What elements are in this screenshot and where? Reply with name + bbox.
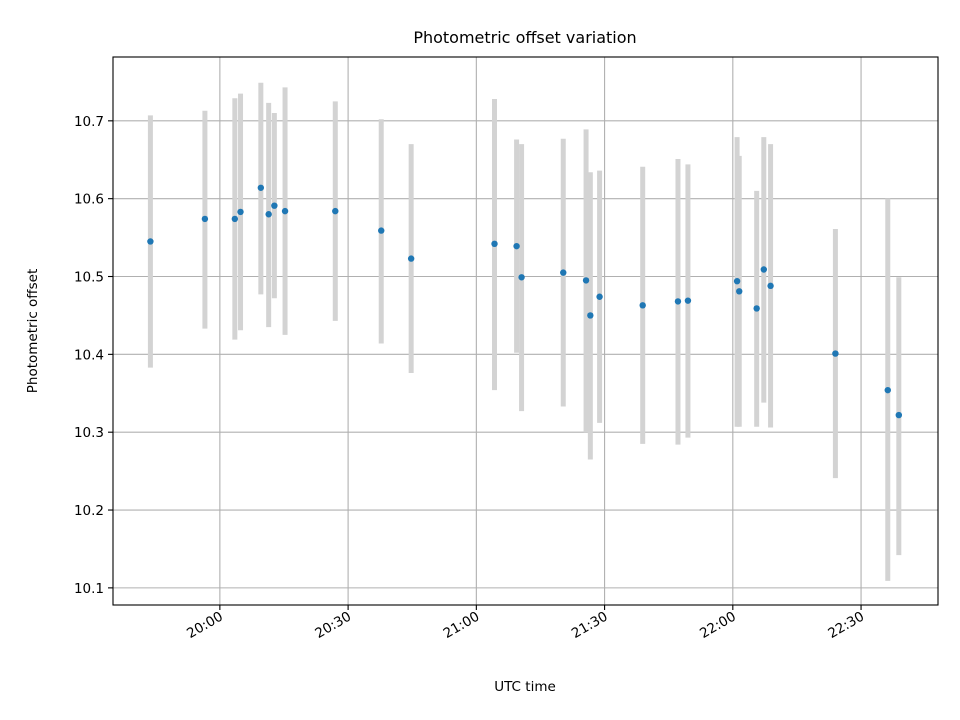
y-tick-label: 10.3	[74, 425, 104, 441]
y-tick-label: 10.6	[74, 192, 104, 208]
data-point	[271, 202, 278, 209]
data-point	[736, 288, 743, 295]
data-point	[753, 305, 760, 312]
data-point	[767, 282, 774, 290]
data-point	[281, 207, 289, 215]
data-point	[332, 207, 339, 215]
data-point	[237, 208, 244, 216]
y-axis-label: Photometric offset	[25, 269, 41, 393]
data-point	[378, 227, 385, 234]
data-point	[491, 240, 498, 248]
data-point	[733, 277, 741, 285]
data-point	[684, 297, 692, 304]
data-point	[231, 215, 239, 223]
data-point	[587, 312, 594, 319]
data-point	[760, 266, 768, 273]
data-point	[257, 184, 265, 191]
data-point	[895, 411, 903, 419]
data-point	[639, 302, 646, 309]
y-tick-label: 10.4	[74, 347, 104, 363]
data-point	[582, 277, 590, 284]
y-tick-label: 10.1	[74, 581, 104, 597]
data-point	[674, 298, 682, 305]
y-tick-label: 10.2	[74, 503, 104, 519]
chart-title: Photometric offset variation	[413, 28, 636, 47]
data-point	[265, 211, 272, 218]
x-axis-label: UTC time	[494, 679, 556, 695]
y-tick-label: 10.5	[74, 270, 104, 286]
data-point	[147, 238, 154, 245]
data-points	[147, 184, 903, 419]
data-point	[560, 269, 567, 276]
data-point	[201, 215, 209, 223]
data-point	[518, 274, 525, 281]
y-tick-label: 10.7	[74, 114, 104, 130]
grid-lines	[113, 57, 938, 605]
axes-frame	[112, 56, 939, 606]
data-point	[596, 293, 603, 300]
data-point	[832, 350, 839, 357]
data-point	[407, 255, 415, 262]
data-point	[513, 242, 520, 250]
data-point	[884, 386, 891, 394]
